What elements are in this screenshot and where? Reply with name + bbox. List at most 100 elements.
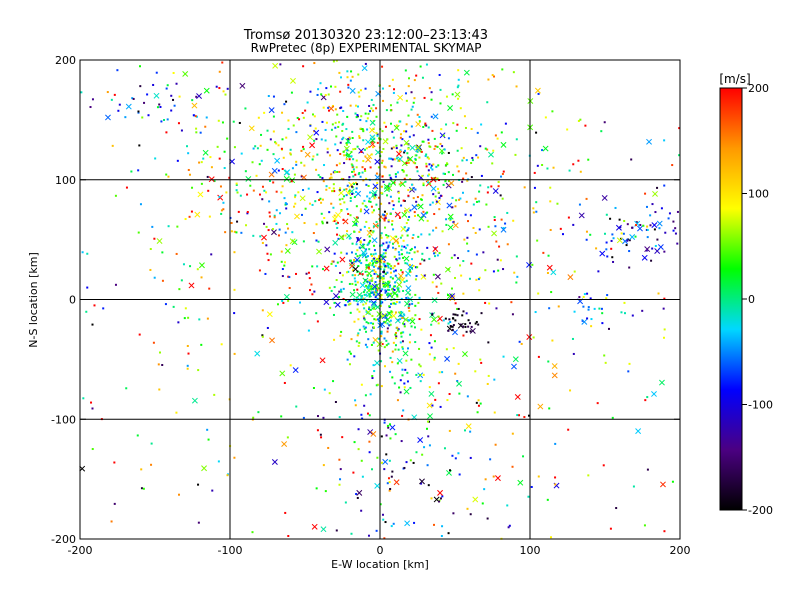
data-point-dot: [394, 173, 397, 176]
data-point-dot: [533, 171, 536, 174]
data-point-dot: [178, 95, 181, 98]
data-point-dot: [317, 88, 320, 91]
data-point-dot: [399, 391, 402, 394]
data-point-dot: [425, 427, 428, 430]
data-point-dot: [500, 175, 503, 178]
data-point-dot: [330, 173, 333, 176]
data-point-dot: [527, 414, 530, 417]
data-point-dot: [359, 228, 362, 231]
data-point-dot: [650, 259, 653, 262]
data-point-dot: [380, 202, 383, 205]
data-point-dot: [501, 68, 504, 71]
data-point-dot: [346, 208, 349, 211]
data-point-dot: [383, 468, 386, 471]
data-point-dot: [474, 197, 477, 200]
data-points: [79, 59, 681, 540]
data-point-dot: [463, 115, 466, 118]
data-point-dot: [571, 337, 574, 340]
data-point-dot: [239, 194, 242, 197]
data-point-dot: [332, 206, 335, 209]
data-point-dot: [379, 302, 382, 305]
data-point-dot: [367, 112, 370, 115]
data-point-dot: [263, 111, 266, 114]
data-point-dot: [368, 280, 371, 283]
data-point-dot: [370, 205, 373, 208]
data-point-dot: [586, 292, 589, 295]
data-point-dot: [316, 153, 319, 156]
data-point-x: [407, 155, 414, 162]
data-point-x: [449, 293, 456, 300]
data-point-dot: [348, 190, 351, 193]
data-point-dot: [322, 180, 325, 183]
data-point-dot: [390, 302, 393, 305]
colorbar-gradient: [719, 87, 743, 511]
data-point-dot: [198, 318, 201, 321]
data-point-dot: [252, 234, 255, 237]
data-point-dot: [500, 218, 503, 221]
data-point-dot: [352, 168, 355, 171]
data-point-dot: [457, 84, 460, 87]
data-point-dot: [451, 93, 454, 96]
data-point-dot: [654, 211, 657, 214]
data-point-dot: [493, 219, 496, 222]
data-point-dot: [654, 244, 657, 247]
data-point-dot: [360, 413, 363, 416]
data-point-x: [332, 216, 338, 222]
data-point-dot: [435, 226, 438, 229]
data-point-dot: [346, 358, 349, 361]
data-point-dot: [337, 237, 340, 240]
data-point-dot: [465, 200, 468, 203]
data-point-dot: [391, 220, 394, 223]
data-point-dot: [371, 269, 374, 272]
data-point-dot: [359, 89, 362, 92]
data-point-dot: [414, 341, 417, 344]
data-point-dot: [345, 188, 348, 191]
data-point-dot: [206, 175, 209, 178]
data-point-dot: [366, 117, 369, 120]
data-point-dot: [373, 269, 376, 272]
data-point-dot: [367, 267, 370, 270]
data-point-dot: [397, 348, 400, 351]
data-point-dot: [376, 133, 379, 136]
data-point-dot: [140, 468, 143, 471]
data-point-dot: [641, 309, 644, 312]
data-point-dot: [161, 363, 164, 366]
data-point-dot: [356, 334, 359, 337]
data-point-dot: [401, 368, 404, 371]
data-point-dot: [345, 158, 348, 161]
data-point-dot: [646, 228, 649, 231]
data-point-dot: [350, 338, 353, 341]
data-point-dot: [393, 382, 396, 385]
data-point-dot: [335, 135, 338, 138]
data-point-dot: [370, 107, 373, 110]
data-point-x: [452, 222, 459, 229]
data-point-dot: [161, 279, 164, 282]
data-point-dot: [194, 115, 197, 118]
data-point-x: [615, 224, 622, 231]
data-point-dot: [431, 404, 434, 407]
data-point-dot: [384, 215, 387, 218]
data-point-dot: [198, 161, 201, 164]
data-point-dot: [307, 271, 310, 274]
data-point-dot: [456, 86, 459, 89]
data-point-dot: [177, 493, 180, 496]
data-point-x: [307, 134, 314, 141]
data-point-dot: [380, 236, 383, 239]
data-point-x: [402, 350, 409, 357]
data-point-dot: [423, 274, 426, 277]
data-point-dot: [395, 258, 398, 261]
data-point-dot: [354, 283, 357, 286]
data-point-dot: [166, 84, 169, 87]
data-point-dot: [502, 268, 505, 271]
data-point-dot: [284, 203, 287, 206]
data-point-dot: [445, 95, 448, 98]
data-point-dot: [170, 109, 173, 112]
data-point-dot: [419, 374, 422, 377]
data-point-dot: [252, 189, 255, 192]
data-point-dot: [382, 252, 385, 255]
data-point-dot: [477, 278, 480, 281]
data-point-dot: [256, 147, 259, 150]
data-point-dot: [455, 199, 458, 202]
data-point-dot: [400, 204, 403, 207]
data-point-dot: [411, 105, 414, 108]
